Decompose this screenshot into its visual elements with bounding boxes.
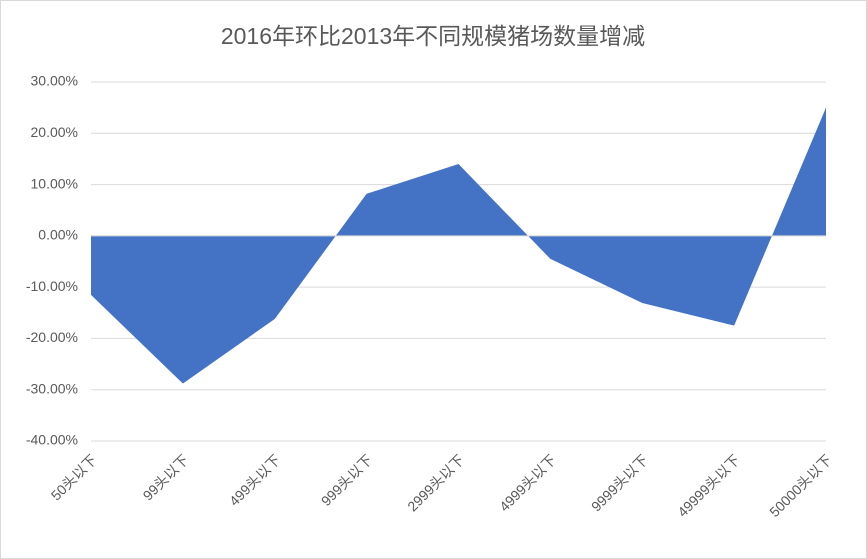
y-tick-label: -20.00% [26,329,78,345]
y-tick-label: 20.00% [31,124,78,140]
y-tick-label: 10.00% [31,175,78,191]
y-tick-label: -40.00% [26,432,78,448]
y-tick-label: 30.00% [31,73,78,89]
chart-title: 2016年环比2013年不同规模猪场数量增减 [221,23,645,49]
area [91,107,826,384]
y-tick-label: -30.00% [26,380,78,396]
y-tick-label: -10.00% [26,278,78,294]
y-tick-label: 0.00% [38,227,78,243]
